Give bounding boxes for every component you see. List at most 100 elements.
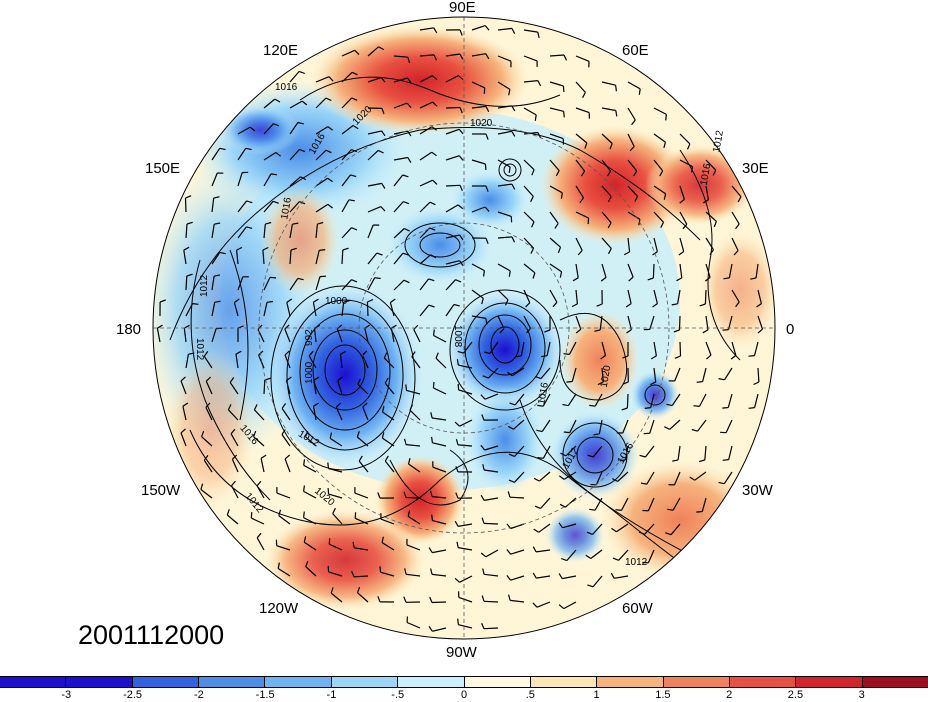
wind-barb-feather xyxy=(672,459,679,462)
wind-barb xyxy=(233,302,239,317)
wind-barb xyxy=(393,102,408,109)
wind-barb xyxy=(520,341,525,356)
colorbar-segment xyxy=(0,677,67,687)
wind-barb-feather xyxy=(303,459,306,466)
wind-barb-feather xyxy=(509,402,516,406)
wind-barb-feather xyxy=(504,299,509,306)
wind-barb xyxy=(315,97,327,109)
wind-barb xyxy=(674,367,681,382)
wind-barb-feather xyxy=(735,301,740,308)
colorbar-tick-label: 1.5 xyxy=(655,689,671,701)
wind-barb xyxy=(549,107,564,112)
wind-barb-feather xyxy=(558,522,563,529)
wind-barb-feather xyxy=(511,236,516,243)
wind-barb xyxy=(263,98,276,109)
wind-barb-feather xyxy=(327,203,333,209)
wind-barb-feather xyxy=(558,475,565,480)
wind-barb xyxy=(336,328,343,343)
wind-barb xyxy=(308,355,317,369)
wind-barb xyxy=(731,211,740,225)
wind-barb-feather xyxy=(188,352,195,355)
wind-barb xyxy=(653,289,658,304)
wind-barb-feather xyxy=(480,444,486,451)
wind-barb-feather xyxy=(403,438,407,445)
wind-barb-feather xyxy=(332,507,336,514)
wind-barb xyxy=(513,419,525,430)
wind-barb xyxy=(595,471,603,486)
wind-barb xyxy=(575,81,586,93)
wind-barb xyxy=(445,53,460,57)
wind-barb-feather xyxy=(679,198,685,204)
wind-barb-feather xyxy=(696,381,703,383)
wind-barb-feather xyxy=(554,223,559,229)
wind-barb xyxy=(601,159,612,172)
wind-barb-feather xyxy=(600,276,607,282)
wind-barb xyxy=(432,466,447,473)
wind-barb-feather xyxy=(508,166,511,173)
wind-barb xyxy=(357,383,369,395)
wind-barb xyxy=(406,389,421,395)
wind-barb xyxy=(571,367,577,382)
wind-barb xyxy=(156,328,161,343)
wind-barb xyxy=(237,226,247,239)
wind-barb xyxy=(445,106,461,109)
wind-barb-feather xyxy=(650,355,657,360)
wind-barb-feather xyxy=(356,586,361,593)
colorbar-segment xyxy=(663,677,730,687)
wind-barb xyxy=(457,444,473,447)
wind-barb-feather xyxy=(231,480,236,486)
wind-barb-feather xyxy=(230,428,236,435)
wind-barb-feather xyxy=(535,376,542,380)
wind-barb-feather xyxy=(459,29,463,36)
wind-barb-feather xyxy=(337,376,343,382)
wind-barb-feather xyxy=(485,133,489,140)
wind-barb xyxy=(315,149,327,161)
wind-barb-feather xyxy=(667,508,674,511)
wind-barb-feather xyxy=(533,477,540,482)
wind-barb-feather xyxy=(325,149,332,154)
wind-barb-feather xyxy=(537,132,542,139)
wind-barb xyxy=(406,444,421,447)
wind-barb-feather xyxy=(615,85,617,92)
wind-barb xyxy=(289,224,293,239)
wind-barb xyxy=(536,601,551,608)
wind-barb xyxy=(483,600,499,603)
wind-barb xyxy=(354,492,369,499)
wind-barb xyxy=(644,445,655,458)
isobar-label: 1020 xyxy=(470,118,493,129)
wind-barb-feather xyxy=(533,528,540,533)
wind-barb xyxy=(393,77,408,83)
wind-barb xyxy=(540,497,551,509)
wind-barb-feather xyxy=(584,142,588,149)
wind-barb xyxy=(289,100,303,109)
wind-barb xyxy=(390,328,395,343)
wind-barb-feather xyxy=(367,299,374,303)
wind-barb xyxy=(289,122,299,135)
wind-barbs xyxy=(156,25,764,632)
wind-barb-feather xyxy=(485,53,490,60)
wind-barb-feather xyxy=(352,124,359,130)
wind-barb xyxy=(303,464,317,473)
wind-barb-feather xyxy=(227,404,232,411)
wind-barb xyxy=(253,409,265,421)
wind-barb xyxy=(263,379,266,395)
wind-barb-feather xyxy=(351,149,358,153)
wind-barb-feather xyxy=(562,403,569,407)
wind-barb xyxy=(523,211,535,223)
wind-barb xyxy=(305,566,317,577)
wind-barb-feather xyxy=(429,201,436,206)
wind-barb-feather xyxy=(281,429,286,435)
wind-barb xyxy=(435,357,447,369)
wind-barb-feather xyxy=(298,70,306,75)
wind-barb-feather xyxy=(511,183,516,190)
wind-barb xyxy=(408,463,421,473)
wind-barb-feather xyxy=(587,218,590,225)
wind-barb xyxy=(211,224,215,239)
wind-barb xyxy=(315,177,328,187)
wind-barb-feather xyxy=(499,328,505,334)
wind-barb xyxy=(286,302,291,317)
wind-barb-feather xyxy=(612,557,619,561)
wind-barb-feather xyxy=(404,227,410,232)
wind-barb xyxy=(341,249,344,265)
wind-barb xyxy=(562,523,577,529)
